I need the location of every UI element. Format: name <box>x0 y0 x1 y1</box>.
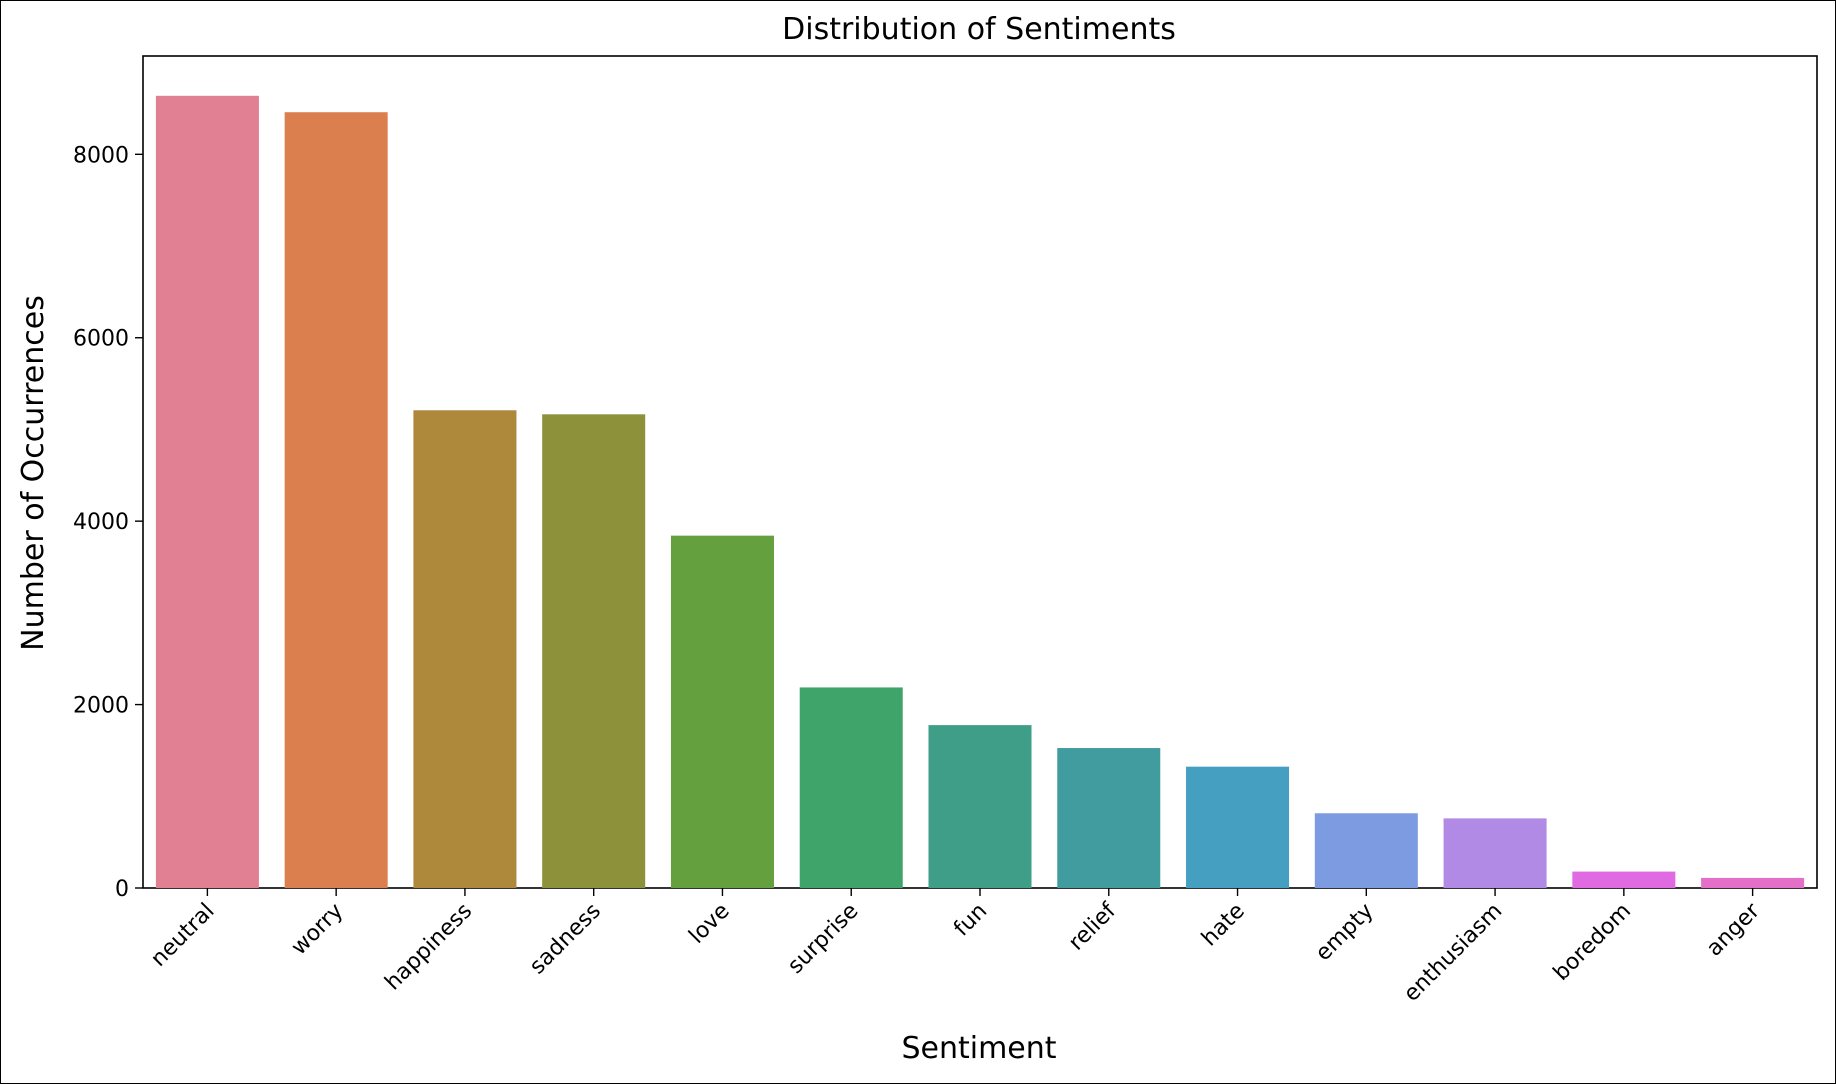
bar-relief <box>1057 748 1161 888</box>
x-tick-label-hate: hate <box>1197 899 1250 952</box>
x-tick-label-empty: empty <box>1311 899 1379 967</box>
y-tick-label: 4000 <box>73 510 129 535</box>
x-tick-label-enthusiasm: enthusiasm <box>1399 899 1507 1007</box>
bar-worry <box>284 112 388 889</box>
x-tick-label-anger: anger <box>1702 898 1766 962</box>
bar-happiness <box>413 410 517 888</box>
x-tick-label-surprise: surprise <box>783 899 863 979</box>
bar-fun <box>928 725 1032 888</box>
bar-empty <box>1314 813 1418 888</box>
x-tick-label-worry: worry <box>287 899 349 961</box>
y-axis: 0 2000 4000 6000 8000 <box>73 143 143 902</box>
bar-anger <box>1701 877 1805 888</box>
x-tick-label-happiness: happiness <box>380 899 477 996</box>
x-tick-label-love: love <box>684 899 734 949</box>
chart-title: Distribution of Sentiments <box>782 12 1176 47</box>
bar-sadness <box>542 414 646 888</box>
x-tick-label-fun: fun <box>949 899 992 942</box>
bar-enthusiasm <box>1443 818 1547 888</box>
x-tick-label-sadness: sadness <box>525 899 606 980</box>
y-tick-label: 6000 <box>73 327 129 352</box>
x-tick-label-boredom: boredom <box>1549 899 1636 986</box>
bar-hate <box>1186 766 1290 888</box>
y-tick-label: 0 <box>115 877 129 902</box>
bar-love <box>670 535 774 888</box>
y-tick-label: 8000 <box>73 143 129 168</box>
x-axis: neutral worry happiness sadness love surprise… <box>146 888 1766 1007</box>
bar-neutral <box>155 95 259 889</box>
y-axis-label: Number of Occurrences <box>16 295 51 651</box>
x-axis-label: Sentiment <box>901 1031 1056 1066</box>
bar-surprise <box>799 687 903 888</box>
bar-boredom <box>1572 871 1676 888</box>
x-tick-label-neutral: neutral <box>146 899 219 972</box>
bars-group <box>155 95 1805 889</box>
x-tick-label-relief: relief <box>1064 898 1122 956</box>
y-tick-label: 2000 <box>73 694 129 719</box>
